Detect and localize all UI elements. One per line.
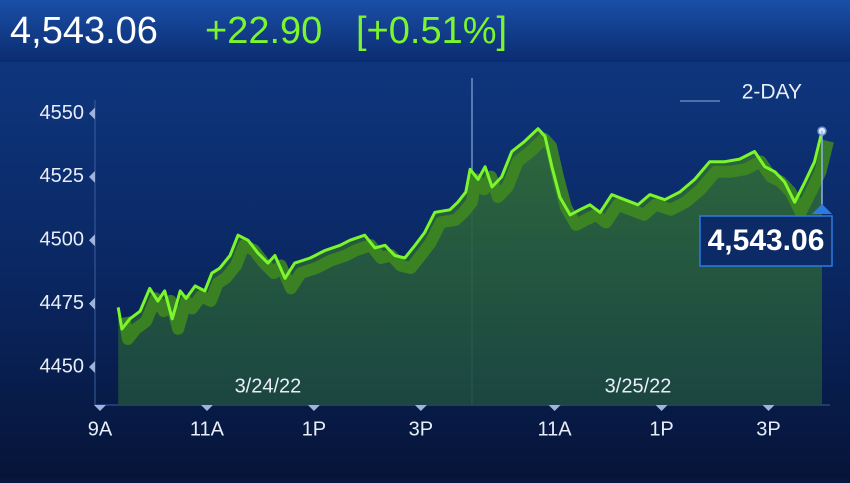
x-tick-mark [655,405,668,411]
plot: 4450 4475 4500 4525 4550 9A 11A 1P 3P 11A 1P 3P 4,54… [40,102,834,440]
callout-box [699,215,833,267]
x-tick-label: 1P [649,418,673,440]
callout-label: 4,543.06 [708,224,825,257]
x-tick-mark [200,405,213,411]
date-label: 3/25/22 [605,375,672,397]
x-tick-label: 9A [88,418,113,440]
x-tick-mark [307,405,320,411]
x-tick-label: 3P [409,418,433,440]
y-tick-mark [89,170,95,183]
x-tick-mark [414,405,427,411]
line-shadow [118,132,834,345]
price: 4,543.06 [10,10,158,52]
date-label: 3/24/22 [235,375,302,397]
y-tick-label: 4450 [40,355,85,377]
x-tick-label: 3P [756,418,780,440]
y-tick-label: 4475 [40,292,85,314]
price-line [116,127,824,331]
y-tick-label: 4525 [40,165,85,187]
x-tick-label: 11A [538,418,573,440]
x-tick-mark [94,405,106,411]
y-tick-mark [89,107,95,120]
x-tick-mark [548,405,561,411]
y-tick-mark [89,360,95,373]
area-fill [118,128,822,405]
y-tick-label: 4500 [40,229,85,251]
change-percent: [+0.51%] [356,10,507,52]
x-tick-mark [762,405,775,411]
y-tick-mark [89,234,95,247]
y-tick-label: 4550 [40,102,85,124]
x-tick-label: 11A [190,418,225,440]
range-label: 2-DAY [742,81,802,104]
change: +22.90 [205,10,322,52]
x-tick-label: 1P [302,418,326,440]
y-tick-mark [89,297,95,310]
callout-arrow [812,204,832,214]
header-bar [0,0,850,62]
